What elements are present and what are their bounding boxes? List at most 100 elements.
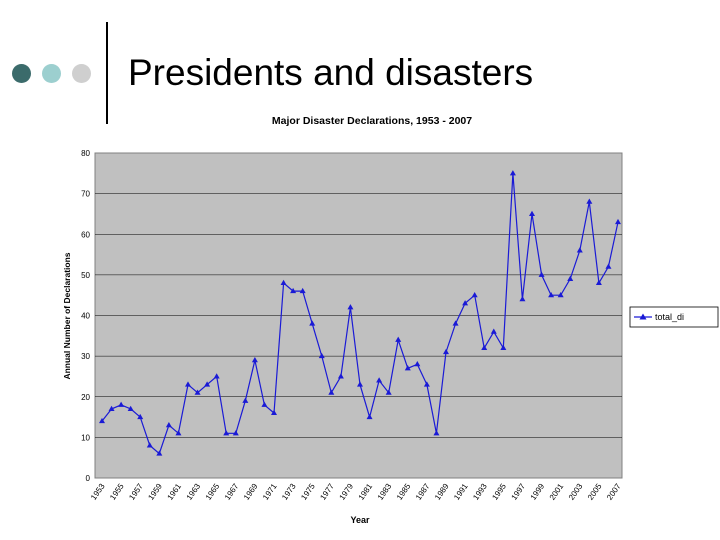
x-tick-label: 1985 (395, 482, 413, 502)
data-point (194, 389, 201, 395)
data-point (395, 336, 402, 342)
data-point (242, 397, 249, 403)
data-point (529, 210, 535, 216)
data-point (366, 413, 373, 420)
chart-title: Major Disaster Declarations, 1953 - 2007 (272, 115, 472, 127)
x-tick-label: 1959 (146, 482, 164, 502)
x-tick-label: 1979 (338, 482, 356, 502)
data-point (108, 405, 115, 411)
x-tick-label: 1993 (471, 482, 489, 502)
x-tick-label: 1961 (166, 482, 184, 502)
x-tick-label: 1995 (490, 482, 508, 502)
data-point (118, 401, 125, 407)
y-axis-label: Annual Number of Declarations (62, 252, 72, 379)
data-point (137, 413, 144, 420)
x-tick-label: 2007 (605, 482, 623, 502)
y-tick-label: 70 (81, 190, 90, 199)
data-point (500, 344, 507, 350)
decorative-dot-light (42, 64, 61, 83)
x-tick-label: 1991 (452, 482, 470, 502)
x-tick-label: 1965 (204, 482, 222, 502)
data-point (443, 348, 449, 355)
x-tick-label: 1983 (376, 482, 394, 502)
data-point (185, 381, 191, 387)
data-point (290, 287, 297, 294)
data-point (146, 442, 153, 448)
x-tick-label: 1955 (108, 482, 126, 502)
series-total-di (99, 170, 621, 456)
x-tick-label: 1999 (529, 482, 547, 502)
data-point (385, 389, 392, 395)
title-divider (106, 22, 108, 124)
y-tick-label: 80 (81, 149, 90, 158)
decorative-dot-gray (72, 64, 91, 83)
legend-box (629, 306, 719, 328)
data-point (567, 275, 574, 281)
x-tick-label: 2001 (548, 482, 566, 502)
x-tick-label: 2003 (567, 482, 585, 502)
data-point (595, 279, 602, 285)
data-point (538, 271, 545, 277)
data-point (165, 421, 172, 428)
data-point (347, 304, 354, 310)
data-point (127, 405, 134, 411)
data-point (213, 373, 220, 379)
x-tick-label: 1973 (280, 482, 298, 502)
slide-title: Presidents and disasters (128, 52, 534, 93)
y-tick-label: 30 (81, 352, 90, 361)
data-point (99, 417, 105, 424)
legend: total_di (629, 306, 719, 328)
legend-label: total_di (655, 312, 684, 322)
x-tick-label: 1997 (510, 482, 528, 502)
x-axis-label: Year (350, 515, 370, 525)
data-point (509, 170, 516, 176)
x-tick-label: 1971 (261, 482, 279, 502)
data-point (404, 365, 411, 371)
data-point (271, 409, 277, 415)
y-tick-label: 50 (81, 271, 90, 280)
data-point (280, 279, 287, 285)
y-tick-label: 60 (81, 230, 90, 239)
x-tick-label: 1969 (242, 482, 260, 502)
x-tick-label: 1987 (414, 482, 432, 502)
data-point (615, 218, 621, 225)
data-point (376, 377, 383, 383)
x-tick-label: 1981 (357, 482, 375, 502)
data-point (452, 320, 459, 326)
data-point (557, 291, 564, 298)
data-point (204, 381, 211, 387)
data-point (328, 389, 335, 395)
data-point (423, 381, 430, 387)
data-point (261, 401, 268, 407)
data-point (548, 291, 555, 298)
data-point (337, 373, 344, 379)
x-tick-label: 1957 (127, 482, 145, 502)
legend-marker (639, 313, 647, 320)
y-tick-labels: 0 10 20 30 40 50 60 70 80 (81, 149, 90, 483)
x-tick-label: 2005 (586, 482, 604, 502)
x-tick-label: 1963 (185, 482, 203, 502)
data-point (433, 430, 440, 436)
data-point (299, 287, 306, 294)
y-tick-label: 20 (81, 393, 90, 402)
data-point (156, 450, 163, 456)
data-point (586, 198, 593, 204)
gridlines (95, 193, 622, 438)
data-point (471, 291, 478, 298)
data-point (232, 430, 239, 436)
data-point (251, 356, 258, 363)
data-point (490, 328, 497, 334)
x-tick-label: 1967 (223, 482, 241, 502)
data-point (309, 320, 316, 326)
data-point (318, 352, 325, 359)
data-point (576, 247, 583, 253)
x-tick-label: 1989 (433, 482, 451, 502)
y-tick-label: 10 (81, 433, 90, 442)
data-point (481, 344, 488, 350)
y-tick-label: 40 (81, 312, 90, 321)
data-point (414, 361, 421, 367)
x-tick-labels: 1953 1955 1957 1959 1961 1963 1965 1967 1969 1971… (89, 482, 623, 502)
data-point (223, 430, 230, 436)
data-point (175, 430, 182, 436)
